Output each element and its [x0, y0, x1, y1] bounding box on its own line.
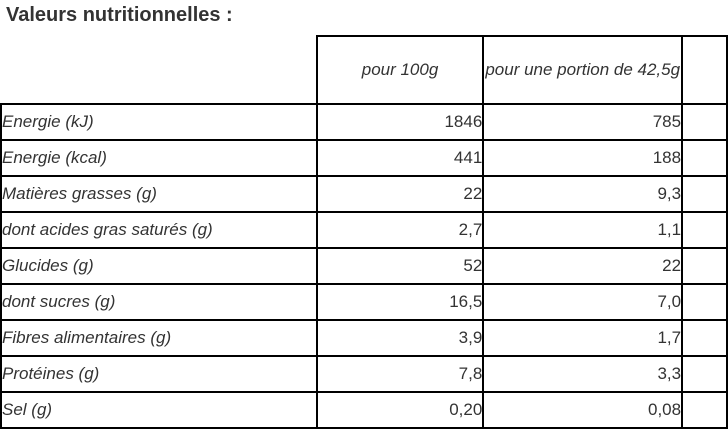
row-label: Sel (g): [0, 391, 318, 429]
table-row: Matières grasses (g) 22 9,3: [0, 175, 728, 213]
cropped-cell: [681, 283, 728, 321]
cropped-column-header: [681, 35, 728, 105]
header-row: pour 100g pour une portion de 42,5g: [1, 35, 728, 105]
table-row: dont acides gras saturés (g) 2,7 1,1: [0, 211, 728, 249]
column-header-per-portion: pour une portion de 42,5g: [482, 35, 684, 105]
cropped-cell: [681, 319, 728, 357]
value-per-portion: 9,3: [482, 175, 684, 213]
corner-cell: [1, 36, 317, 104]
value-per-100g: 441: [315, 139, 485, 177]
nutrition-table: pour 100g pour une portion de 42,5g Ener…: [0, 35, 728, 429]
cropped-cell: [681, 247, 728, 285]
row-label: Fibres alimentaires (g): [0, 319, 318, 357]
value-per-portion: 22: [482, 247, 684, 285]
value-per-100g: 0,20: [315, 391, 485, 429]
row-label: dont sucres (g): [0, 283, 318, 321]
row-label: Energie (kcal): [0, 139, 318, 177]
cropped-cell: [681, 103, 728, 141]
row-label: Matières grasses (g): [0, 175, 318, 213]
value-per-portion: 1,1: [482, 211, 684, 249]
table-row: Fibres alimentaires (g) 3,9 1,7: [0, 319, 728, 357]
table-row: Energie (kJ) 1846 785: [0, 103, 728, 141]
value-per-100g: 2,7: [315, 211, 485, 249]
table-row: Energie (kcal) 441 188: [0, 139, 728, 177]
table-row: dont sucres (g) 16,5 7,0: [0, 283, 728, 321]
value-per-portion: 3,3: [482, 355, 684, 393]
value-per-portion: 785: [482, 103, 684, 141]
value-per-100g: 1846: [315, 103, 485, 141]
value-per-portion: 0,08: [482, 391, 684, 429]
value-per-portion: 7,0: [482, 283, 684, 321]
value-per-100g: 3,9: [315, 319, 485, 357]
cropped-cell: [681, 355, 728, 393]
row-label: dont acides gras saturés (g): [0, 211, 318, 249]
cropped-cell: [681, 211, 728, 249]
table-row: Glucides (g) 52 22: [0, 247, 728, 285]
row-label: Energie (kJ): [0, 103, 318, 141]
cropped-cell: [681, 139, 728, 177]
value-per-100g: 16,5: [315, 283, 485, 321]
row-label: Glucides (g): [0, 247, 318, 285]
value-per-100g: 52: [315, 247, 485, 285]
page-title: Valeurs nutritionnelles :: [6, 4, 233, 26]
value-per-portion: 1,7: [482, 319, 684, 357]
column-header-per-100g: pour 100g: [315, 35, 485, 105]
value-per-100g: 7,8: [315, 355, 485, 393]
value-per-100g: 22: [315, 175, 485, 213]
table-row: Sel (g) 0,20 0,08: [0, 391, 728, 429]
table-row: Protéines (g) 7,8 3,3: [0, 355, 728, 393]
cropped-cell: [681, 175, 728, 213]
row-label: Protéines (g): [0, 355, 318, 393]
value-per-portion: 188: [482, 139, 684, 177]
cropped-cell: [681, 391, 728, 429]
